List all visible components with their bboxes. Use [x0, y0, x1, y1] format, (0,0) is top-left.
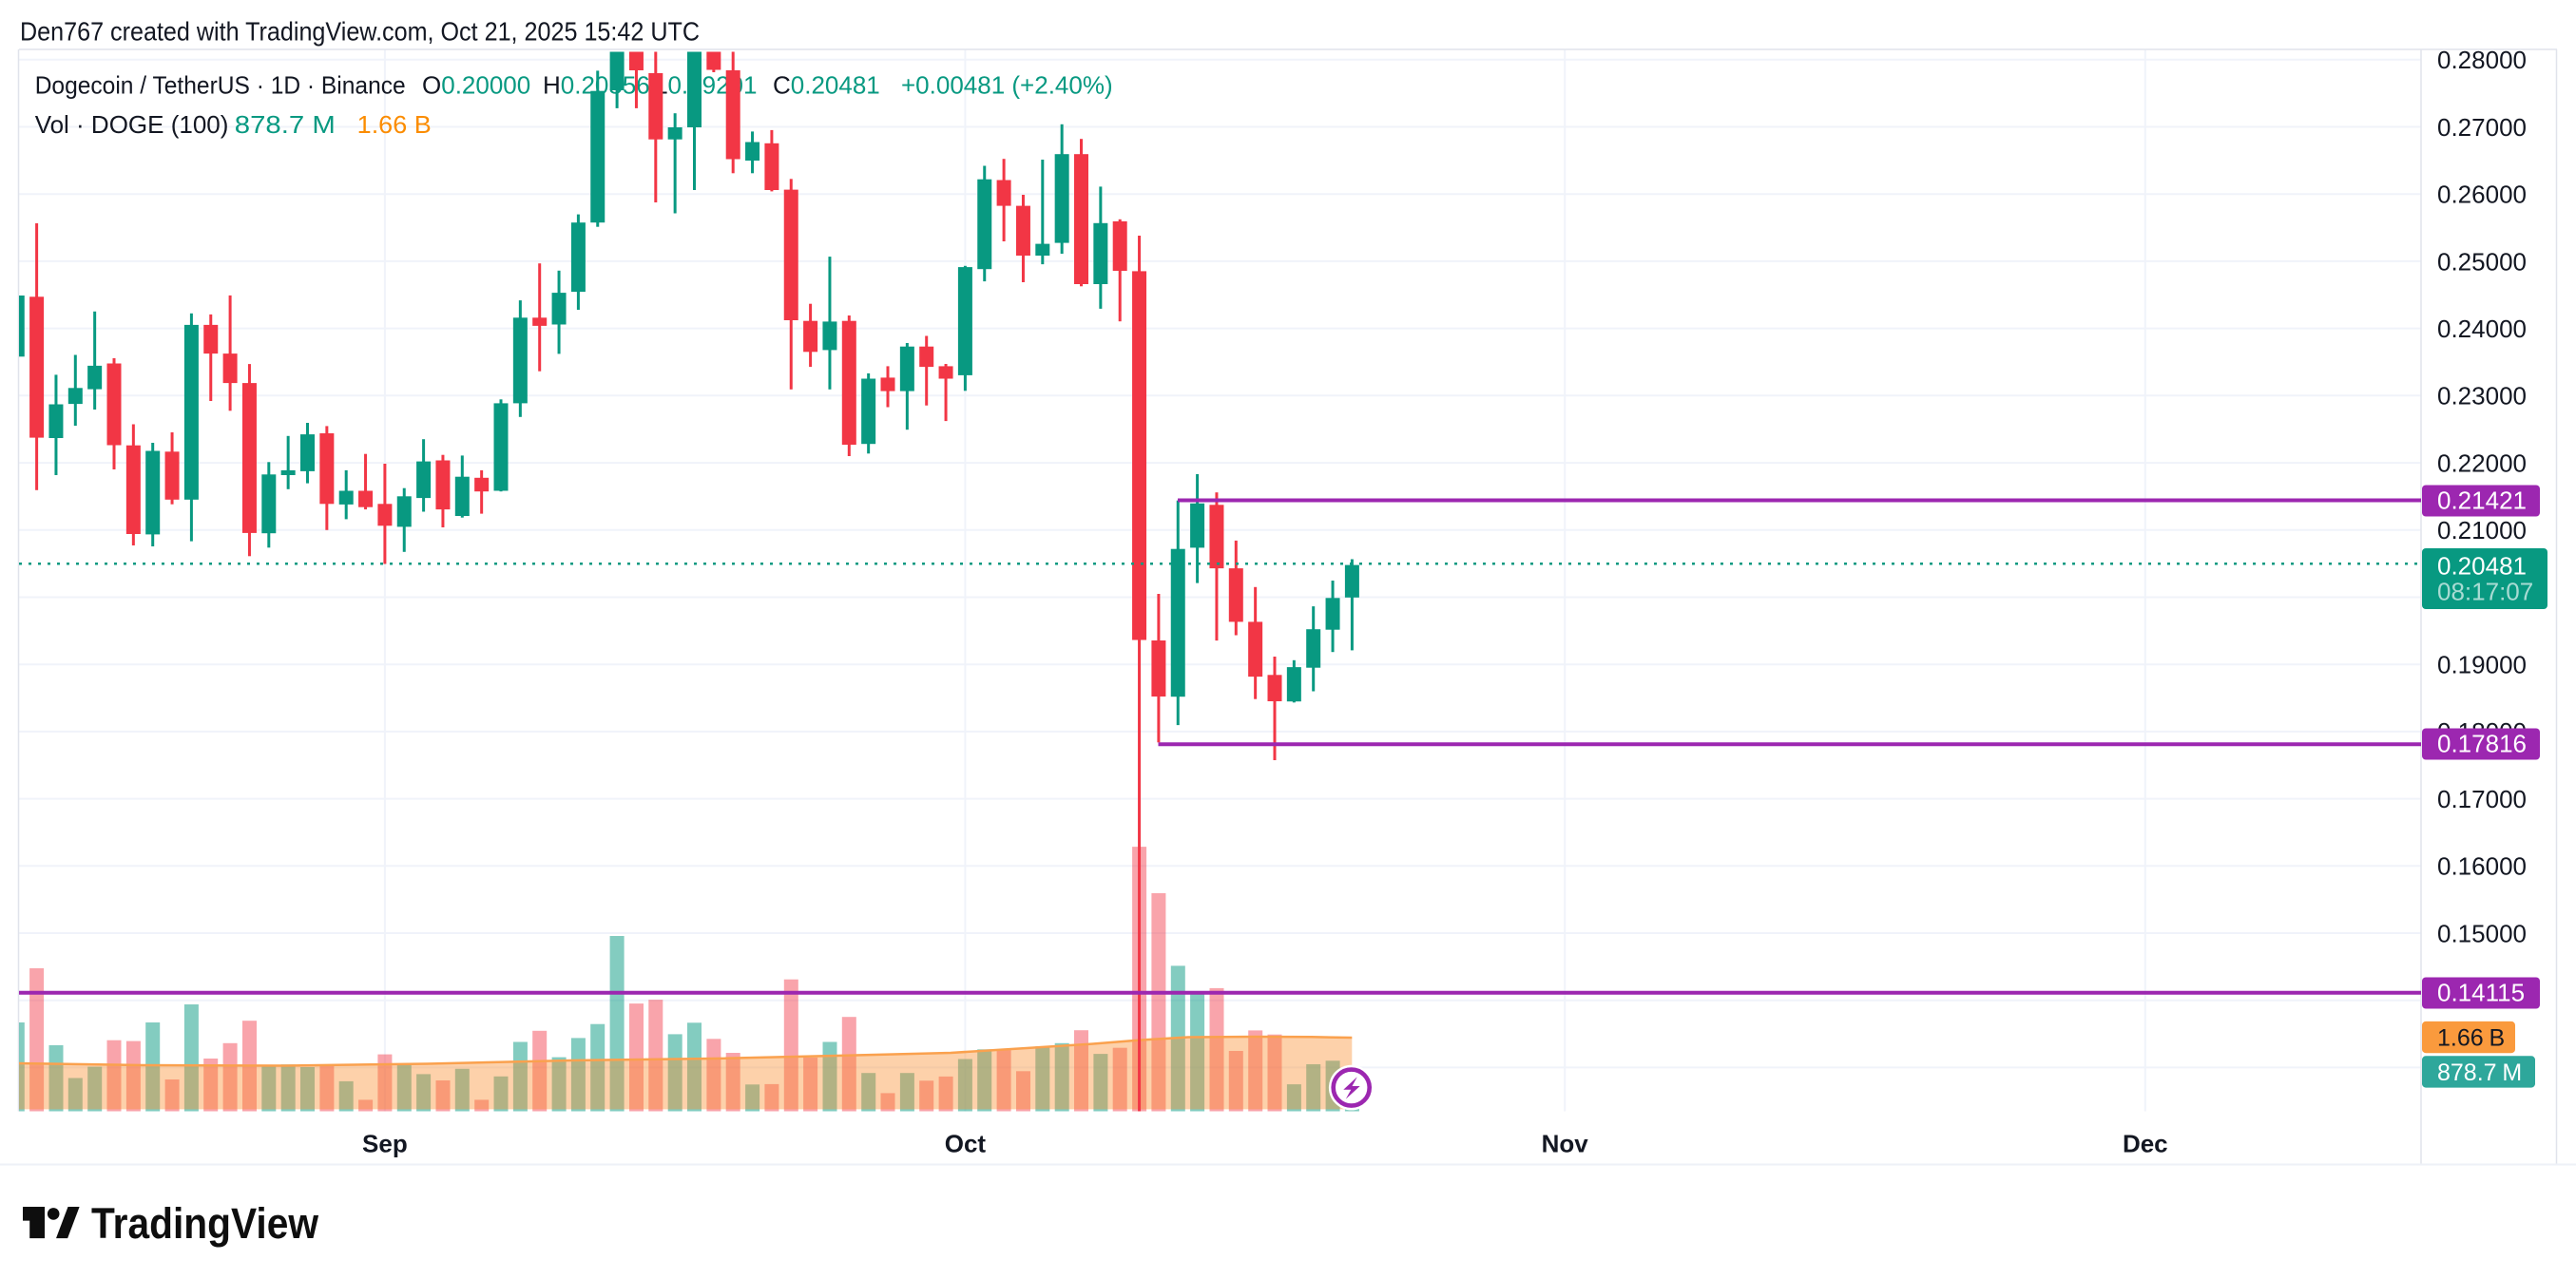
- svg-text:0.21421: 0.21421: [2437, 487, 2527, 515]
- svg-text:0.17816: 0.17816: [2437, 730, 2527, 758]
- svg-text:0.20481: 0.20481: [2437, 552, 2527, 581]
- svg-text:0.21000: 0.21000: [2437, 516, 2527, 544]
- svg-text:0.22000: 0.22000: [2437, 449, 2527, 477]
- svg-text:0.24000: 0.24000: [2437, 315, 2527, 343]
- svg-text:Den767 created with TradingVie: Den767 created with TradingView.com, Oct…: [20, 17, 700, 47]
- svg-text:Oct: Oct: [945, 1130, 987, 1158]
- svg-text:TradingView: TradingView: [91, 1199, 319, 1248]
- svg-text:0.19000: 0.19000: [2437, 651, 2527, 679]
- svg-text:0.27000: 0.27000: [2437, 113, 2527, 142]
- svg-text:0.16000: 0.16000: [2437, 852, 2527, 881]
- svg-text:0.14115: 0.14115: [2437, 979, 2525, 1007]
- svg-text:Vol · DOGE (100): Vol · DOGE (100): [35, 110, 229, 139]
- svg-text:O0.20000: O0.20000: [422, 70, 530, 99]
- svg-text:1.66 B: 1.66 B: [357, 110, 432, 139]
- svg-text:0.28000: 0.28000: [2437, 46, 2527, 74]
- svg-text:878.7 M: 878.7 M: [2437, 1059, 2522, 1086]
- svg-text:Dec: Dec: [2123, 1130, 2168, 1158]
- svg-text:L0.19201: L0.19201: [654, 70, 757, 99]
- svg-text:0.26000: 0.26000: [2437, 181, 2527, 209]
- svg-text:878.7 M: 878.7 M: [235, 110, 336, 139]
- svg-text:0.25000: 0.25000: [2437, 247, 2527, 276]
- svg-text:08:17:07: 08:17:07: [2437, 578, 2533, 606]
- svg-text:1.66 B: 1.66 B: [2437, 1025, 2505, 1052]
- svg-text:+0.00481 (+2.40%): +0.00481 (+2.40%): [901, 70, 1113, 99]
- svg-text:Sep: Sep: [362, 1130, 408, 1158]
- svg-text:Dogecoin / TetherUS · 1D · Bin: Dogecoin / TetherUS · 1D · Binance: [35, 70, 406, 99]
- svg-text:0.17000: 0.17000: [2437, 785, 2527, 813]
- svg-text:C0.20481: C0.20481: [773, 70, 880, 99]
- svg-text:0.15000: 0.15000: [2437, 919, 2527, 947]
- svg-text:Nov: Nov: [1542, 1130, 1589, 1158]
- svg-text:0.23000: 0.23000: [2437, 382, 2527, 410]
